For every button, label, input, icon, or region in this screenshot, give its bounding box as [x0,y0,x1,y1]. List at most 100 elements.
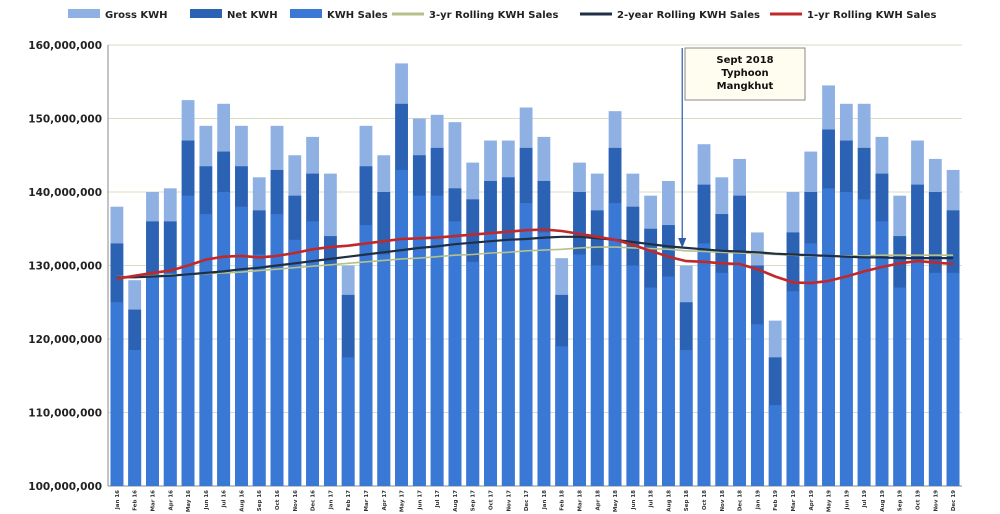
bar-kwh-sales [875,221,889,486]
x-tick-label: Aug 19 [880,490,886,512]
bar-kwh-sales [697,243,711,486]
x-tick-label: Sep 16 [257,490,263,511]
bar-kwh-sales [395,169,408,486]
x-tick-label: Apr 17 [382,490,388,511]
bar-kwh-sales [448,221,462,486]
x-tick-label: Sep 19 [898,490,904,511]
bar-kwh-sales [323,265,337,486]
bar-kwh-sales [110,302,124,486]
bar-kwh-sales [430,195,444,487]
bar-kwh-sales [181,195,195,487]
bar-kwh-sales [928,272,942,486]
gridlines [107,44,962,487]
legend-label: Net KWH [227,10,278,21]
x-tick-label: Feb 17 [346,490,352,511]
bar-kwh-sales [252,254,266,486]
bar-kwh-sales [412,195,426,487]
x-tick-label: Nov 19 [933,490,939,512]
bar-kwh-sales [163,272,177,486]
legend-label: KWH Sales [327,10,388,21]
legend-label: 1-yr Rolling KWH Sales [807,10,936,21]
x-tick-label: Jul 17 [435,490,441,509]
x-tick-label: Oct 19 [916,490,922,510]
chart-legend: Gross KWH Net KWH KWH Sales 3-yr Rolling KW… [68,9,936,21]
x-tick-label: Dec 18 [738,490,744,511]
bar-kwh-sales [679,350,693,486]
bar-kwh-sales [235,206,248,486]
x-tick-label: Apr 16 [168,490,174,511]
bar-kwh-sales [288,239,302,486]
bar-kwh-sales [270,214,284,487]
legend-label: 2-year Rolling KWH Sales [617,10,760,21]
bar-kwh-sales [839,192,853,486]
bar-kwh-sales [822,188,835,486]
bar-kwh-sales [662,276,675,486]
x-tick-label: Oct 18 [702,490,708,510]
bar-kwh-sales [466,261,480,486]
y-tick-label: 100,000,000 [28,481,102,493]
bar-kwh-sales [341,357,355,486]
x-tick-label: Aug 16 [239,490,245,512]
x-tick-label: Dec 16 [311,490,317,511]
x-tick-label: Mar 19 [791,490,797,512]
x-tick-label: Nov 18 [720,490,726,512]
bar-kwh-sales [501,239,515,486]
bar-kwh-sales [857,199,871,486]
x-tick-label: Mar 17 [364,490,370,512]
x-tick-label: Mar 16 [150,490,156,512]
bar-kwh-sales [306,221,320,486]
bar-kwh-sales [626,265,640,486]
bar-kwh-sales [555,346,569,486]
bar-kwh-sales [804,243,818,486]
bar-kwh-sales [128,350,142,486]
x-tick-label: Oct 16 [275,490,281,510]
bar-kwh-sales [537,232,551,486]
x-tick-label: Feb 19 [773,490,779,511]
bar-kwh-sales [893,287,907,486]
x-tick-label: Jun 17 [417,490,423,511]
y-tick-label: 130,000,000 [28,261,102,273]
legend-swatch [68,9,100,18]
bar-kwh-sales [199,214,213,487]
bar-kwh-sales [590,265,604,486]
y-tick-label: 120,000,000 [28,334,102,346]
y-tick-label: 140,000,000 [28,187,102,199]
x-tick-label: Jul 16 [222,490,228,509]
bar-kwh-sales [608,203,622,486]
x-tick-label: Aug 17 [453,490,459,512]
x-tick-label: May 19 [827,490,833,512]
y-tick-label: 160,000,000 [28,40,102,52]
x-axis-ticks: Jan 16 Feb 16 Mar 16 Apr 16 May 16 Jun 16 Jul … [115,490,957,512]
bar-kwh-sales [715,272,729,486]
bar-kwh-sales [768,405,782,486]
y-tick-label: 150,000,000 [28,114,102,126]
x-tick-label: Jan 17 [328,490,334,510]
bar-kwh-sales [644,287,658,486]
x-tick-label: Feb 18 [560,490,566,511]
bar-kwh-sales [911,258,924,486]
x-tick-label: Oct 17 [489,490,495,510]
y-tick-label: 110,000,000 [28,408,102,420]
x-tick-label: Jun 19 [844,490,850,511]
bar-kwh-sales [377,254,391,486]
x-tick-label: Jul 19 [862,490,868,509]
x-tick-label: Mar 18 [577,490,583,512]
bar-kwh-sales [519,203,533,486]
x-tick-label: Nov 16 [293,490,299,512]
x-tick-label: Jun 18 [631,490,637,511]
legend-swatch [190,9,222,18]
x-tick-label: Jul 18 [649,490,655,509]
callout-line-3: Mangkhut [717,81,774,92]
x-tick-label: May 18 [613,490,619,512]
bar-kwh-sales [786,291,800,486]
bar-kwh-sales [484,232,497,486]
legend-label: 3-yr Rolling KWH Sales [429,10,558,21]
callout-line-2: Typhoon [721,68,768,79]
callout-box [684,47,806,101]
x-tick-label: Sep 18 [684,490,690,511]
typhoon-callout: Sept 2018 Typhoon Mangkhut [678,47,806,248]
x-tick-label: Sep 17 [471,490,477,511]
callout-arrowhead [678,238,687,248]
x-tick-label: May 17 [400,490,406,512]
